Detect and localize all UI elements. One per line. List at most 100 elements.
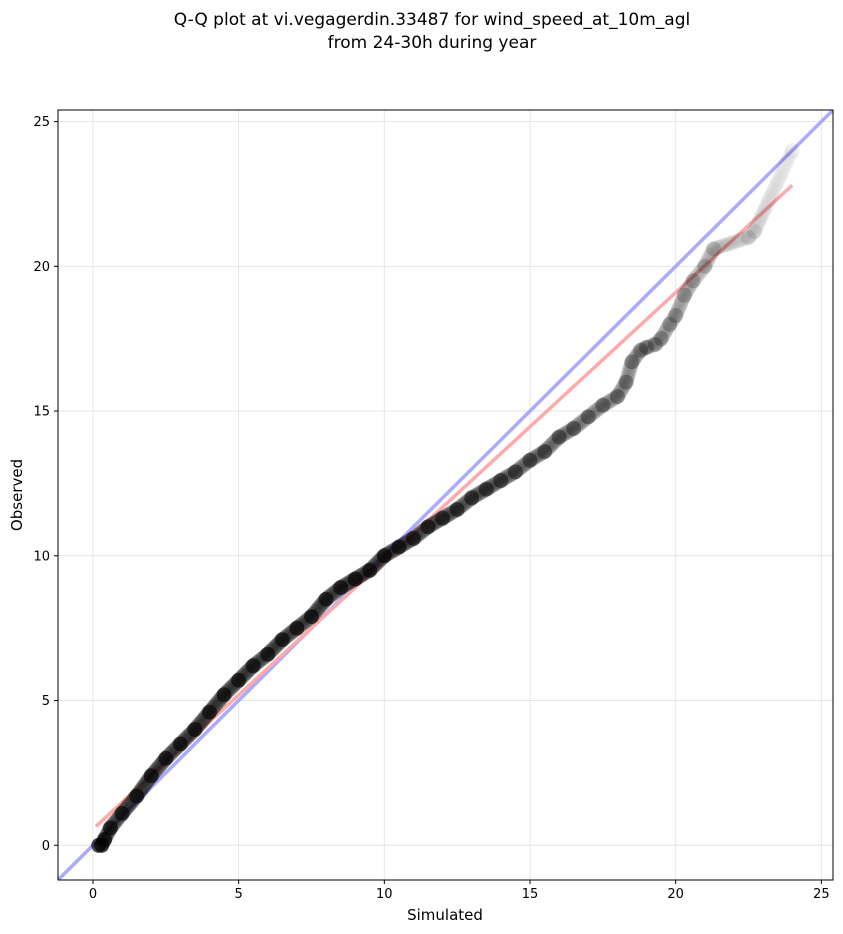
quantile-point	[697, 258, 713, 274]
quantile-point	[595, 397, 611, 413]
quantile-trail-dot	[713, 239, 729, 255]
quantile-trail-dot	[736, 231, 752, 247]
quantile-trail-dot	[675, 290, 691, 306]
quantile-trail-dot	[672, 299, 688, 315]
quantile-trail-dot	[645, 337, 661, 353]
quantile-trail-dot	[551, 429, 567, 445]
quantile-trail-dot	[633, 342, 649, 358]
quantile-trail-dot	[574, 414, 590, 430]
quantile-trail-dot	[731, 232, 747, 248]
quantile-trail-dot	[460, 493, 476, 509]
quantile-trail-dot	[658, 322, 674, 338]
quantile-trail-dot	[557, 425, 573, 441]
y-tick-label: 5	[42, 694, 50, 709]
quantile-trail-dot	[462, 492, 478, 508]
quantile-trail-dot	[472, 485, 488, 501]
quantile-trail-dot	[553, 428, 569, 444]
quantile-trail-dot	[734, 232, 750, 248]
quantile-point	[376, 548, 392, 564]
y-tick-label: 20	[33, 260, 50, 275]
quantile-trail-dot	[614, 380, 630, 396]
quantile-trail-dot	[624, 354, 640, 370]
quantile-trail-dot	[534, 445, 550, 461]
quantile-trail-dot	[497, 470, 513, 486]
quantile-point	[216, 687, 232, 703]
quantile-trail-dot	[703, 245, 719, 261]
quantile-trail-dot	[671, 301, 687, 317]
quantile-point	[662, 316, 678, 332]
quantile-trail-dot	[609, 389, 625, 405]
quantile-point	[187, 721, 203, 737]
quantile-point	[633, 342, 649, 358]
quantile-trail-dot	[522, 452, 538, 468]
chart-title-line-2: from 24-30h during year	[328, 33, 537, 53]
quantile-point	[435, 510, 451, 526]
quantile-trail-dot	[510, 462, 526, 478]
quantile-trail-dot	[520, 454, 536, 470]
quantile-trail-dot	[621, 364, 637, 380]
quantile-trail-dot	[741, 229, 757, 245]
quantile-point	[676, 287, 692, 303]
quantile-trail-dot	[681, 279, 697, 295]
quantile-trail-dot	[516, 457, 532, 473]
quantile-trail-dot	[578, 410, 594, 426]
quantile-point	[624, 354, 640, 370]
quantile-trail-dot	[685, 273, 701, 289]
quantile-trail-dot	[643, 338, 659, 354]
quantile-point	[202, 704, 218, 720]
quantile-trail-dot	[631, 344, 647, 360]
quantile-trail-dot	[603, 392, 619, 408]
quantile-trail-dot	[549, 431, 565, 447]
quantile-trail-dot	[623, 359, 639, 375]
quantile-trail-dot	[487, 476, 503, 492]
quantile-trail-dot	[623, 356, 639, 372]
quantile-trail-dot	[683, 277, 699, 293]
quantile-trail-dot	[566, 420, 582, 436]
x-tick-label: 5	[234, 887, 242, 902]
quantile-trail-dot	[601, 394, 617, 410]
quantile-trail-dot	[468, 487, 484, 503]
quantile-trail-dot	[627, 350, 643, 366]
quantile-point	[303, 609, 319, 625]
quantile-trail-dot	[544, 436, 560, 452]
quantile-trail-dot	[613, 382, 629, 398]
quantile-trail-dot	[651, 333, 667, 349]
quantile-trail-dot	[661, 318, 677, 334]
quantile-trail-dot	[690, 267, 706, 283]
quantile-trail-dot	[656, 327, 672, 343]
quantile-point	[668, 308, 684, 324]
quantile-trail-dot	[695, 260, 711, 276]
quantile-point	[706, 241, 722, 257]
quantile-trail-dot	[584, 406, 600, 422]
quantile-trail-dot	[540, 440, 556, 456]
quantile-trail-dot	[493, 473, 509, 489]
quantile-trail-dot	[620, 367, 636, 383]
quantile-trail-dot	[612, 384, 628, 400]
y-tick-label: 0	[42, 839, 50, 854]
quantile-trail-dot	[576, 412, 592, 428]
x-tick-label: 15	[522, 887, 539, 902]
quantile-trail-dot	[503, 466, 519, 482]
quantile-point	[566, 420, 582, 436]
quantile-point	[507, 464, 523, 480]
quantile-trail-dot	[662, 316, 678, 332]
y-axis-label: Observed	[8, 459, 26, 531]
quantile-trail-dot	[698, 256, 714, 272]
quantile-point	[580, 409, 596, 425]
quantile-trail-dot	[625, 352, 641, 368]
quantile-trail-dot	[676, 287, 692, 303]
quantile-point	[639, 339, 655, 355]
quantile-trail-dot	[701, 250, 717, 266]
quantile-trail-dot	[665, 312, 681, 328]
quantile-trail-dot	[505, 465, 521, 481]
quantile-points	[91, 143, 800, 853]
quantile-trail-dot	[466, 489, 482, 505]
quantile-trail-dot	[635, 341, 651, 357]
quantile-point	[405, 530, 421, 546]
quantile-trail-dot	[708, 240, 724, 256]
quantile-trail-dot	[639, 339, 655, 355]
quantile-trail-dot	[480, 480, 496, 496]
quantile-trail-dot	[501, 468, 517, 484]
quantile-trail-dot	[673, 296, 689, 312]
